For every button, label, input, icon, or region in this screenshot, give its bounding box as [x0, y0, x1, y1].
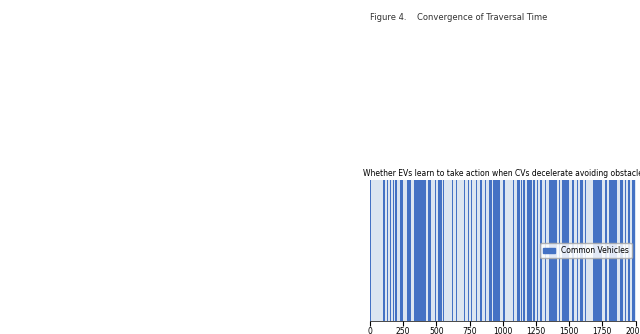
- Bar: [549, 180, 557, 321]
- Bar: [545, 180, 547, 321]
- Bar: [464, 180, 465, 321]
- Bar: [537, 180, 538, 321]
- Bar: [393, 180, 394, 321]
- Bar: [408, 180, 411, 321]
- Bar: [438, 180, 442, 321]
- Bar: [532, 180, 535, 321]
- Bar: [524, 180, 525, 321]
- Legend: Common Vehicles: Common Vehicles: [540, 243, 632, 258]
- Bar: [540, 180, 542, 321]
- Bar: [625, 180, 626, 321]
- Bar: [628, 180, 630, 321]
- Bar: [493, 180, 496, 321]
- Bar: [400, 180, 403, 321]
- Bar: [370, 180, 371, 321]
- Bar: [593, 180, 602, 321]
- Bar: [489, 180, 492, 321]
- Bar: [562, 180, 569, 321]
- Bar: [609, 180, 618, 321]
- Bar: [452, 180, 453, 321]
- Bar: [414, 180, 417, 321]
- Bar: [497, 180, 500, 321]
- Bar: [572, 180, 574, 321]
- Bar: [428, 180, 431, 321]
- Bar: [559, 180, 561, 321]
- Bar: [517, 180, 520, 321]
- Bar: [580, 180, 583, 321]
- Title: Whether EVs learn to take action when CVs decelerate avoiding obstacle: Whether EVs learn to take action when CV…: [363, 169, 640, 178]
- Bar: [503, 180, 504, 321]
- Bar: [513, 180, 514, 321]
- Bar: [480, 180, 482, 321]
- Bar: [417, 180, 426, 321]
- Bar: [383, 180, 385, 321]
- Bar: [396, 180, 397, 321]
- Bar: [577, 180, 579, 321]
- Bar: [620, 180, 623, 321]
- Bar: [527, 180, 532, 321]
- Text: Figure 4.    Convergence of Traversal Time: Figure 4. Convergence of Traversal Time: [370, 13, 547, 22]
- Bar: [521, 180, 522, 321]
- Bar: [605, 180, 607, 321]
- Bar: [584, 180, 586, 321]
- Bar: [387, 180, 388, 321]
- Bar: [443, 180, 444, 321]
- Bar: [484, 180, 486, 321]
- Bar: [476, 180, 477, 321]
- Bar: [456, 180, 457, 321]
- Bar: [632, 180, 635, 321]
